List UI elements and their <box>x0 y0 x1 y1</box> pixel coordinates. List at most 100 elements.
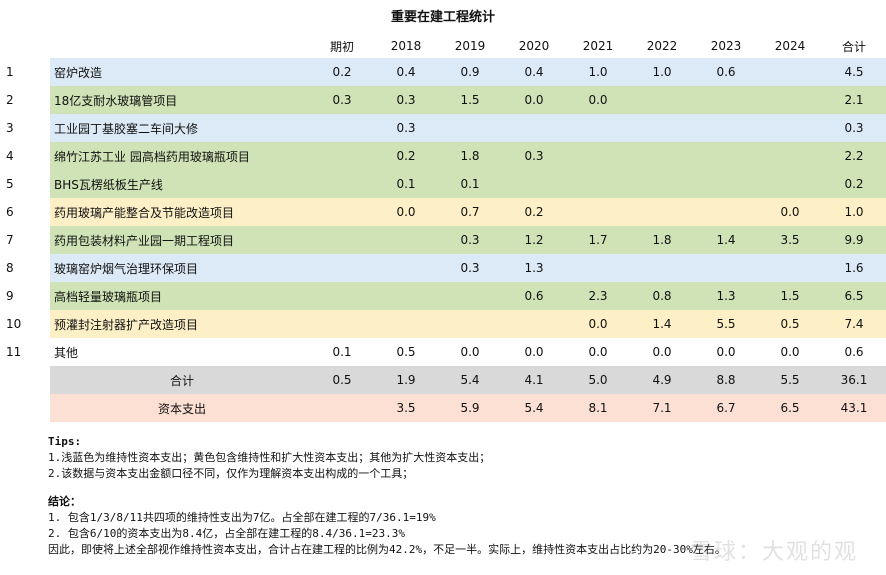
header-name <box>50 34 310 58</box>
header-cell: 2019 <box>454 39 486 53</box>
capex-row-value: 5.4 <box>502 394 566 422</box>
row-value <box>630 198 694 226</box>
sum-row-value: 4.1 <box>502 366 566 394</box>
row-value <box>566 254 630 282</box>
table-row: 4 绵竹江苏工业 园高档药用玻璃瓶项目 0.2 1.8 0.3 2.2 <box>0 142 886 170</box>
row-name: 绵竹江苏工业 园高档药用玻璃瓶项目 <box>50 142 310 170</box>
row-name: 药用玻璃产能整合及节能改造项目 <box>50 198 310 226</box>
sum-row-label: 合计 <box>50 366 310 394</box>
header-cell: 2022 <box>646 39 678 53</box>
row-value: 1.6 <box>822 254 886 282</box>
table-row: 3 工业园丁基胶塞二车间大修 0.3 0.3 <box>0 114 886 142</box>
capex-row-value: 8.1 <box>566 394 630 422</box>
row-value: 0.6 <box>502 282 566 310</box>
row-value: 4.5 <box>822 58 886 86</box>
row-value: 1.4 <box>630 310 694 338</box>
sum-row-value: 8.8 <box>694 366 758 394</box>
row-value: 0.0 <box>630 338 694 366</box>
row-value: 0.0 <box>566 310 630 338</box>
row-value <box>758 58 822 86</box>
row-value <box>374 254 438 282</box>
row-value <box>502 114 566 142</box>
header-cell: 2023 <box>710 39 742 53</box>
row-value: 0.0 <box>566 338 630 366</box>
row-value: 9.9 <box>822 226 886 254</box>
row-value <box>758 170 822 198</box>
row-value: 0.3 <box>438 254 502 282</box>
row-value: 3.5 <box>758 226 822 254</box>
row-value <box>694 198 758 226</box>
conclusion-line: 1. 包含1/3/8/11共四项的维持性支出为7亿。占全部在建工程的7/36.1… <box>48 511 436 524</box>
row-number: 4 <box>6 149 14 163</box>
row-value: 0.2 <box>502 198 566 226</box>
row-number: 8 <box>6 261 14 275</box>
capex-row-value: 6.5 <box>758 394 822 422</box>
tips-heading: Tips: <box>48 435 82 448</box>
row-value: 0.0 <box>694 338 758 366</box>
header-cell: 2020 <box>518 39 550 53</box>
row-number: 3 <box>6 121 14 135</box>
row-value <box>694 114 758 142</box>
row-value <box>694 142 758 170</box>
row-name: 高档轻量玻璃瓶项目 <box>50 282 310 310</box>
header-cell: 期初 <box>329 39 354 54</box>
row-value <box>566 198 630 226</box>
row-value: 6.5 <box>822 282 886 310</box>
table-row: 1 窑炉改造 0.2 0.4 0.9 0.4 1.0 1.0 0.6 4.5 <box>0 58 886 86</box>
row-value: 1.4 <box>694 226 758 254</box>
row-value: 0.7 <box>438 198 502 226</box>
row-value <box>758 114 822 142</box>
row-value: 1.8 <box>630 226 694 254</box>
capex-row-value: 43.1 <box>822 394 886 422</box>
capex-row-value: 6.7 <box>694 394 758 422</box>
header-cell: 2024 <box>774 39 806 53</box>
row-value <box>502 310 566 338</box>
row-value: 1.5 <box>438 86 502 114</box>
row-value: 7.4 <box>822 310 886 338</box>
header-row: 期初 2018 2019 2020 2021 2022 2023 2024 合计 <box>0 34 886 58</box>
header-cell: 2018 <box>390 39 422 53</box>
row-number <box>0 394 50 422</box>
row-value: 0.5 <box>758 310 822 338</box>
table-row: 7 药用包装材料产业园一期工程项目 0.3 1.2 1.7 1.8 1.4 3.5 9.9 <box>0 226 886 254</box>
sum-row-value: 1.9 <box>374 366 438 394</box>
sum-row-value: 5.5 <box>758 366 822 394</box>
row-value <box>630 170 694 198</box>
row-value <box>630 86 694 114</box>
row-value <box>438 282 502 310</box>
row-value: 0.0 <box>566 86 630 114</box>
row-value: 0.6 <box>694 58 758 86</box>
row-value <box>566 114 630 142</box>
row-value: 0.1 <box>438 170 502 198</box>
row-value: 0.5 <box>374 338 438 366</box>
row-value: 0.2 <box>310 58 374 86</box>
row-value: 1.2 <box>502 226 566 254</box>
header-cell: 2021 <box>582 39 614 53</box>
row-value: 2.1 <box>822 86 886 114</box>
header-cell: 合计 <box>841 39 866 54</box>
row-value: 0.0 <box>758 198 822 226</box>
row-value: 0.2 <box>822 170 886 198</box>
row-number <box>0 366 50 394</box>
row-value: 0.0 <box>502 86 566 114</box>
sum-row-value: 0.5 <box>310 366 374 394</box>
row-value <box>310 310 374 338</box>
row-value: 1.8 <box>438 142 502 170</box>
row-value: 0.3 <box>310 86 374 114</box>
row-value: 1.5 <box>758 282 822 310</box>
row-value: 0.3 <box>374 86 438 114</box>
tips-line: 2.该数据与资本支出金额口径不同，仅作为理解资本支出构成的一个工具； <box>48 467 414 480</box>
row-value <box>310 114 374 142</box>
capex-row-value <box>310 394 374 422</box>
row-value: 0.2 <box>374 142 438 170</box>
row-value <box>310 282 374 310</box>
row-value: 0.9 <box>438 58 502 86</box>
table-row: 2 18亿支耐水玻璃管项目 0.3 0.3 1.5 0.0 0.0 2.1 <box>0 86 886 114</box>
header-num <box>0 34 50 58</box>
row-name: 窑炉改造 <box>50 58 310 86</box>
tips-line: 1.浅蓝色为维持性资本支出；黄色包含维持性和扩大性资本支出；其他为扩大性资本支出… <box>48 451 491 464</box>
row-value <box>694 86 758 114</box>
row-name: BHS瓦楞纸板生产线 <box>50 170 310 198</box>
row-value: 0.4 <box>374 58 438 86</box>
conclusion-line: 因此，即使将上述全部视作维持性资本支出，合计占在建工程的比例为42.2%，不足一… <box>48 543 726 556</box>
